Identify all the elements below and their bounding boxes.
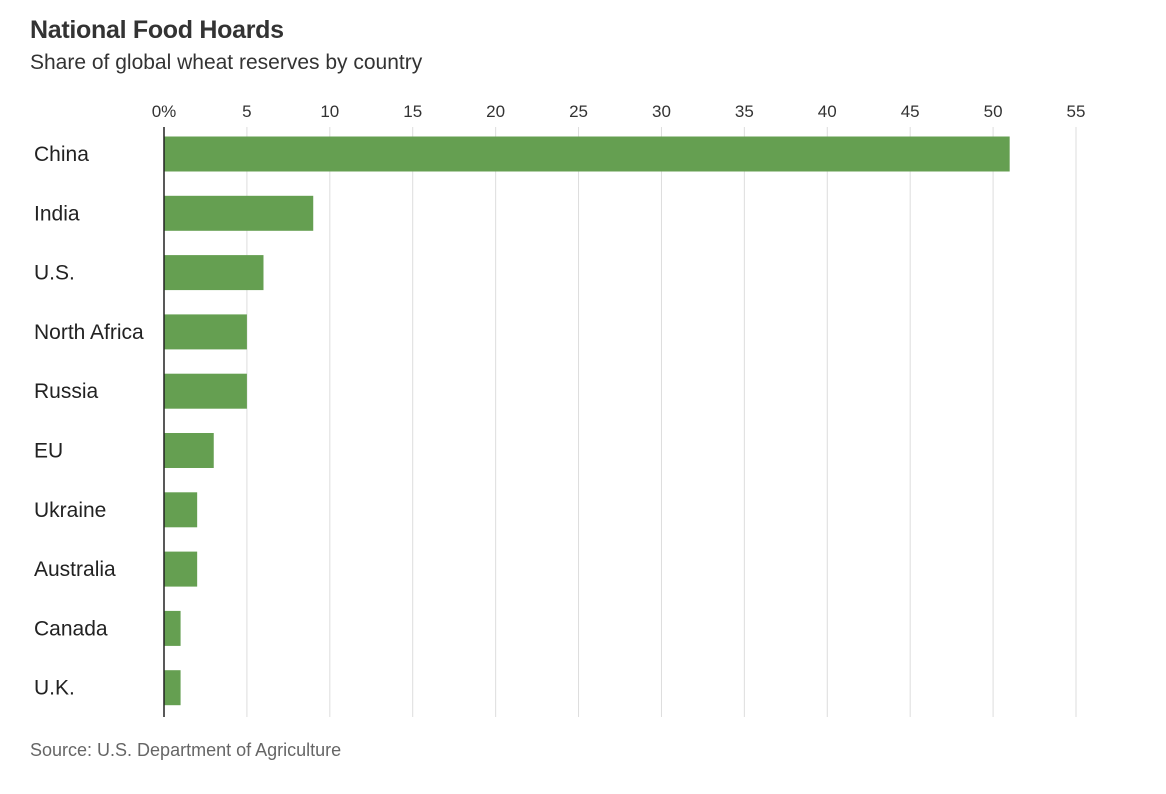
bar-china (164, 136, 1010, 172)
x-tick-label-20: 20 (486, 102, 505, 121)
bar-eu (164, 433, 214, 468)
bar-india (164, 195, 314, 231)
x-tick-label-50: 50 (984, 102, 1003, 121)
gridlines (246, 127, 1077, 717)
chart-title: National Food Hoards (30, 16, 284, 44)
bar-australia (164, 551, 198, 587)
bars (164, 136, 1010, 706)
category-label-ukraine: Ukraine (34, 499, 106, 522)
x-tick-label-40: 40 (818, 102, 837, 121)
x-tick-label-5: 5 (242, 102, 251, 121)
x-axis-tick-labels: 0% 5 10 15 20 25 30 35 40 45 50 55 (152, 102, 1086, 121)
category-label-australia: Australia (34, 558, 116, 581)
x-tick-label-55: 55 (1067, 102, 1086, 121)
category-label-u-s: U.S. (34, 262, 75, 285)
category-label-u-k: U.K. (34, 677, 75, 700)
category-label-canada: Canada (34, 617, 108, 640)
category-label-north-africa: North Africa (34, 321, 144, 344)
source-note: Source: U.S. Department of Agriculture (30, 740, 342, 760)
x-tick-label-45: 45 (901, 102, 920, 121)
chart-subtitle: Share of global wheat reserves by countr… (30, 51, 423, 74)
category-label-eu: EU (34, 440, 63, 463)
x-tick-label-0: 0% (152, 102, 177, 121)
bar-canada (164, 610, 181, 646)
bar-u-k (164, 670, 181, 706)
x-tick-label-10: 10 (320, 102, 339, 121)
x-tick-label-35: 35 (735, 102, 754, 121)
bar-ukraine (164, 492, 198, 528)
x-tick-label-25: 25 (569, 102, 588, 121)
bar-north-africa (164, 314, 247, 350)
category-label-russia: Russia (34, 380, 99, 403)
x-tick-label-30: 30 (652, 102, 671, 121)
category-labels: China India U.S. North Africa Russia EU Ukrain… (34, 143, 144, 700)
bar-u-s (164, 255, 264, 291)
category-label-india: India (34, 202, 80, 225)
x-tick-label-15: 15 (403, 102, 422, 121)
bar-russia (164, 373, 247, 409)
category-label-china: China (34, 143, 89, 166)
